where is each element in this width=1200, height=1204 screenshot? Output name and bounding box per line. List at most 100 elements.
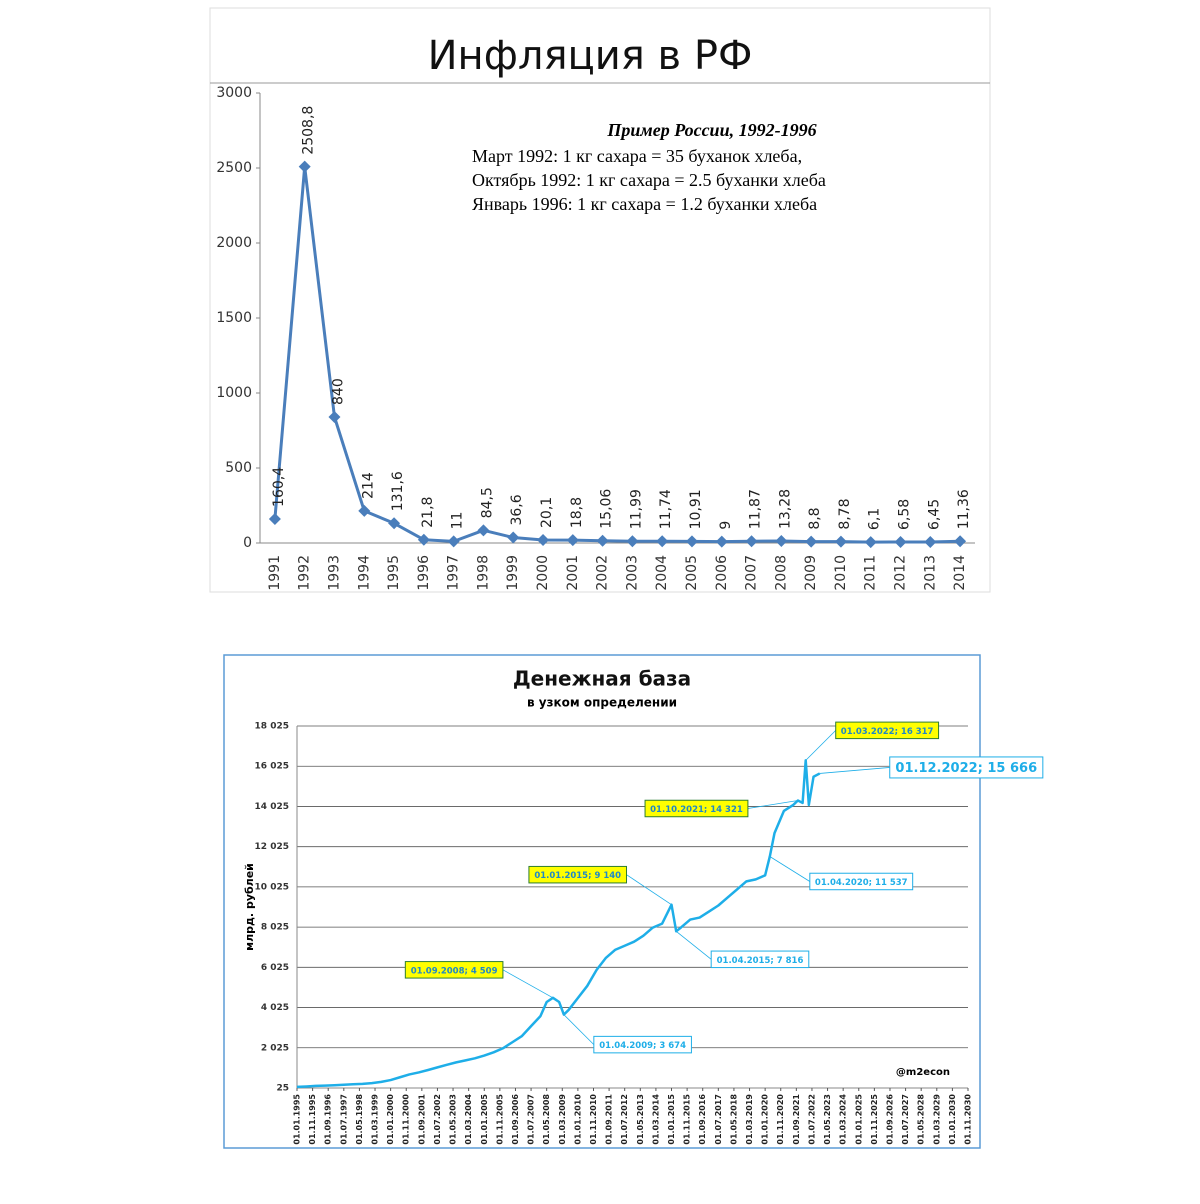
- callout-box: [593, 1035, 692, 1054]
- x-tick-label: 01.11.2015: [683, 1094, 692, 1145]
- point-marker: [834, 535, 847, 548]
- x-tick-label: 01.01.2025: [854, 1094, 863, 1145]
- x-tick-label: 01.01.2010: [573, 1094, 582, 1145]
- value-label: 131,6: [390, 471, 406, 511]
- x-tick-label: 01.11.2010: [589, 1094, 598, 1145]
- callout-leader: [563, 1014, 595, 1045]
- x-tick-label: 01.03.2014: [651, 1094, 660, 1145]
- x-tick-label: 01.07.2012: [620, 1094, 629, 1145]
- value-label: 160,4: [271, 467, 287, 507]
- y-tick-label: 1500: [216, 310, 252, 326]
- x-tick-label: 01.05.2028: [917, 1094, 926, 1145]
- x-tick-label: 1995: [386, 555, 402, 591]
- y-tick-label: 10 025: [255, 882, 289, 892]
- callout-leader: [675, 931, 712, 960]
- point-marker: [507, 531, 520, 544]
- x-tick-label: 01.07.2017: [714, 1094, 723, 1145]
- y-tick-label: 2 025: [261, 1043, 289, 1053]
- x-tick-label: 2002: [595, 555, 611, 591]
- value-label: 20,1: [539, 497, 555, 528]
- series-line: [296, 759, 821, 1089]
- x-tick-label: 01.07.2022: [807, 1094, 816, 1145]
- callout-label: 01.04.2015; 7 816: [717, 956, 804, 966]
- callout-label: 01.10.2021; 14 321: [650, 805, 743, 815]
- point-marker: [447, 535, 460, 548]
- point-marker: [745, 535, 758, 548]
- x-tick-label: 2009: [803, 555, 819, 591]
- point-marker: [864, 536, 877, 549]
- x-tick-label: 01.01.2020: [761, 1094, 770, 1145]
- x-tick-label: 2010: [833, 555, 849, 591]
- value-label: 11,99: [628, 489, 644, 529]
- chart-title: Инфляция в РФ: [428, 33, 753, 79]
- x-tick-label: 2006: [714, 555, 730, 591]
- x-tick-label: 2014: [952, 555, 968, 591]
- point-marker: [388, 517, 401, 530]
- value-label: 36,6: [509, 494, 525, 525]
- point-marker: [775, 535, 788, 548]
- x-tick-label: 01.09.1996: [324, 1094, 333, 1145]
- point-marker: [685, 535, 698, 548]
- x-tick-label: 01.05.2023: [823, 1094, 832, 1145]
- point-marker: [924, 536, 937, 549]
- callout-box: [889, 756, 1044, 779]
- x-tick-label: 1997: [446, 555, 462, 591]
- x-tick-label: 01.01.2015: [667, 1094, 676, 1145]
- point-marker: [477, 524, 490, 537]
- callout-leader: [502, 969, 554, 999]
- value-label: 840: [330, 378, 346, 405]
- x-tick-label: 01.03.2019: [745, 1094, 754, 1145]
- callout-label: 01.04.2009; 3 674: [599, 1041, 686, 1051]
- value-label: 11,36: [956, 489, 972, 529]
- point-marker: [715, 535, 728, 548]
- x-tick-label: 01.03.2009: [558, 1094, 567, 1145]
- x-tick-label: 2003: [624, 555, 640, 591]
- callout-box: [809, 872, 914, 891]
- annotation-title: Пример России, 1992-1996: [606, 120, 816, 140]
- x-tick-label: 1994: [356, 555, 372, 591]
- point-marker: [417, 533, 430, 546]
- y-tick-label: 25: [276, 1084, 289, 1094]
- y-tick-label: 14 025: [255, 802, 289, 812]
- callout-label: 01.04.2020; 11 537: [815, 878, 908, 888]
- x-tick-label: 1992: [297, 555, 313, 591]
- x-tick-label: 01.11.2030: [964, 1094, 973, 1145]
- callout-box: [835, 721, 940, 740]
- value-label: 6,1: [867, 508, 883, 530]
- x-tick-label: 01.09.2006: [511, 1094, 520, 1145]
- x-tick-label: 1996: [416, 555, 432, 591]
- annotation-line: Март 1992: 1 кг сахара = 35 буханок хлеб…: [472, 146, 802, 166]
- value-label: 6,45: [926, 499, 942, 530]
- x-tick-label: 2000: [535, 555, 551, 591]
- x-tick-label: 1991: [267, 555, 283, 591]
- callout-label: 01.03.2022; 16 317: [841, 727, 934, 737]
- value-label: 9: [718, 521, 734, 530]
- point-marker: [894, 536, 907, 549]
- value-label: 8,78: [837, 499, 853, 530]
- value-label: 11,87: [748, 489, 764, 529]
- value-label: 11,74: [658, 489, 674, 529]
- callout-box: [644, 799, 749, 818]
- x-tick-label: 01.11.2005: [495, 1094, 504, 1145]
- x-tick-label: 01.05.2003: [449, 1094, 458, 1145]
- point-marker: [566, 534, 579, 547]
- x-tick-label: 01.09.2026: [885, 1094, 894, 1145]
- annotation-line: Январь 1996: 1 кг сахара = 1.2 буханки х…: [472, 194, 817, 214]
- x-tick-label: 01.07.2007: [527, 1094, 536, 1145]
- y-tick-label: 0: [243, 535, 252, 551]
- x-tick-label: 01.01.1995: [293, 1094, 302, 1145]
- chart-title: Денежная база: [513, 667, 691, 691]
- x-tick-label: 2011: [863, 555, 879, 591]
- callout-label: 01.01.2015; 9 140: [534, 871, 621, 881]
- x-tick-label: 2013: [922, 555, 938, 591]
- value-label: 11: [450, 512, 466, 530]
- point-marker: [626, 535, 639, 548]
- callout-box: [404, 961, 504, 979]
- callout-leader: [805, 730, 836, 761]
- x-tick-label: 01.01.2005: [480, 1094, 489, 1145]
- y-tick-label: 18 025: [255, 722, 289, 732]
- x-tick-label: 01.11.2020: [776, 1094, 785, 1145]
- value-label: 6,58: [897, 499, 913, 530]
